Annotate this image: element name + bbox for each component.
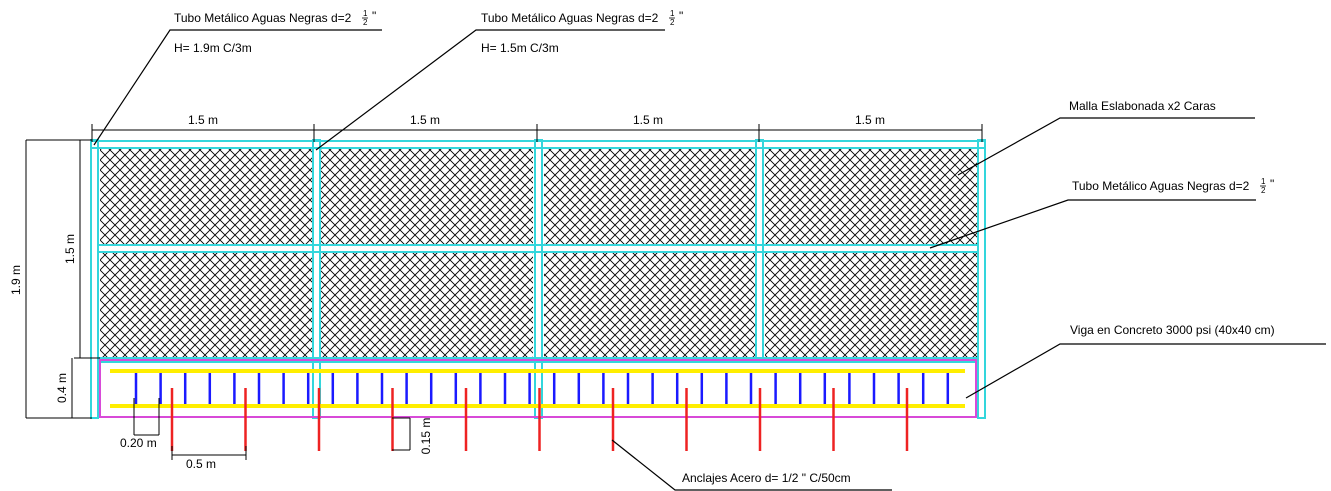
mesh-panel: [100, 149, 312, 244]
tube-post: [534, 139, 543, 419]
fraction-den: 2: [670, 18, 675, 27]
mesh-panel: [544, 149, 755, 244]
tube-post: [312, 139, 321, 419]
anchor-spacing-label: 0.5 m: [186, 457, 216, 471]
mesh-panel: [100, 253, 312, 357]
callout-beam-title: Viga en Concreto 3000 psi (40x40 cm): [1070, 323, 1275, 337]
span-label: 1.5 m: [855, 113, 885, 127]
callout-anchors-title: Anclajes Acero d= 1/2 " C/50cm: [682, 471, 851, 485]
callout-tube-right-title: Tubo Metálico Aguas Negras d=2: [1072, 179, 1250, 193]
tube-rail: [90, 140, 986, 149]
inch-mark: ": [372, 9, 376, 23]
chain-link-mesh: [100, 149, 977, 357]
leader-tube-left: [93, 29, 382, 146]
beam-outline: [99, 359, 977, 418]
fraction-num: 1: [1261, 177, 1266, 186]
mesh-panel: [765, 149, 977, 244]
callout-mesh-title: Malla Eslabonada x2 Caras: [1069, 99, 1216, 113]
dimension-lines: [25, 124, 983, 460]
tube-rail: [97, 244, 979, 253]
concrete-beam: [99, 359, 977, 418]
leader-beam: [965, 343, 1326, 399]
fraction-den: 2: [1261, 186, 1266, 195]
steel-anchors: [170, 388, 909, 451]
leader-lines: [93, 29, 1326, 491]
stirrups: [134, 371, 950, 407]
leader-anchors: [611, 439, 892, 491]
beam-height-label: 0.4 m: [55, 373, 69, 403]
tube-post: [755, 139, 764, 361]
mesh-panel: [321, 149, 533, 244]
leader-mesh: [957, 117, 1255, 176]
fraction-num: 1: [363, 9, 368, 18]
leader-tube-mid: [315, 29, 665, 151]
fence-height-label: 1.5 m: [63, 234, 77, 264]
mesh-panel: [544, 253, 755, 357]
stirrup-spacing-label: 0.20 m: [120, 436, 157, 450]
callout-tube-left-title: Tubo Metálico Aguas Negras d=2: [174, 11, 352, 25]
callout-tube-mid-height: H= 1.5m C/3m: [481, 41, 559, 55]
tube-rail: [97, 357, 979, 363]
mesh-panel: [321, 253, 533, 357]
longitudinal-rebar: [110, 369, 965, 408]
inch-mark: ": [679, 9, 683, 23]
span-label: 1.5 m: [410, 113, 440, 127]
callout-tube-mid-title: Tubo Metálico Aguas Negras d=2: [481, 11, 659, 25]
anchor-embed-label: 0.15 m: [419, 418, 433, 455]
callout-tube-left-height: H= 1.9m C/3m: [174, 41, 252, 55]
tube-post: [977, 139, 986, 419]
mesh-panel: [765, 253, 977, 357]
tube-post: [90, 139, 99, 419]
fraction-den: 2: [363, 18, 368, 27]
span-label: 1.5 m: [188, 113, 218, 127]
fraction-num: 1: [670, 9, 675, 18]
leader-tube-right: [929, 199, 1256, 249]
span-label: 1.5 m: [633, 113, 663, 127]
annotations: Tubo Metálico Aguas Negras d=2 1 2 " H= …: [9, 9, 1275, 485]
total-height-label: 1.9 m: [9, 265, 23, 295]
inch-mark: ": [1270, 177, 1274, 191]
